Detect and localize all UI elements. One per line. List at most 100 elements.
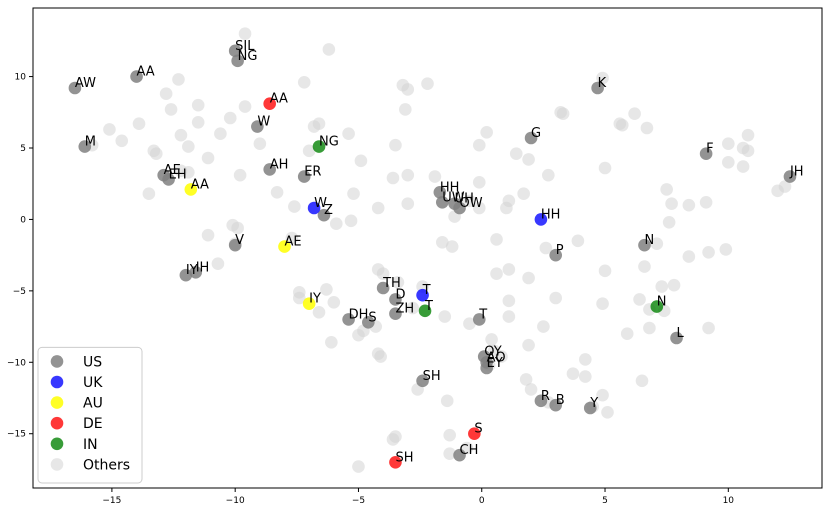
point-label-de-aa: AA [270, 92, 288, 107]
point-others [463, 194, 476, 208]
point-others [736, 160, 750, 173]
point-label-us-dh: DH [349, 307, 369, 322]
x-tick-label: 0 [479, 496, 485, 506]
point-others [722, 137, 735, 151]
legend-marker-others [50, 458, 64, 471]
point-us-uw [435, 195, 449, 209]
point-others [633, 293, 646, 306]
point-label-de-sh: SH [395, 450, 413, 465]
point-others [472, 201, 486, 215]
legend: US UK AU DE IN Others [37, 346, 143, 484]
point-label-us-p: P [556, 243, 564, 258]
point-label-us-jh: JH [789, 165, 804, 180]
point-others [662, 215, 676, 229]
point-us-z [317, 208, 331, 222]
x-axis-ticks: −15 −10 −5 0 5 10 [102, 488, 734, 506]
point-others [596, 71, 609, 85]
point-others [386, 433, 400, 446]
point-others [302, 144, 316, 158]
legend-box [37, 346, 143, 484]
y-axis-ticks: −15 −10 −5 0 5 10 [7, 73, 33, 440]
point-label-de-s: S [474, 422, 482, 437]
point-others [571, 234, 585, 248]
legend-marker-uk [50, 375, 64, 389]
point-us-er [297, 170, 311, 183]
point-others [440, 394, 454, 408]
point-others [615, 118, 629, 132]
legend-label-others: Others [83, 457, 130, 473]
point-others [638, 260, 651, 273]
point-others [741, 144, 755, 158]
point-in-ng [312, 140, 326, 153]
point-label-us-f: F [706, 142, 713, 157]
point-label-us-n: N [644, 233, 654, 248]
point-others [191, 98, 205, 112]
point-us-hh [433, 185, 447, 199]
legend-marker-au [50, 396, 64, 409]
point-others [485, 333, 498, 346]
legend-marker-us [50, 355, 64, 368]
point-us-eh [162, 173, 175, 186]
point-uk-w [307, 201, 321, 215]
y-tick-label: 5 [20, 144, 26, 154]
point-others [399, 103, 412, 116]
point-others [650, 237, 664, 251]
point-others [443, 447, 456, 461]
point-others [741, 128, 755, 142]
point-others [233, 168, 247, 182]
point-others [211, 257, 225, 271]
point-others [522, 271, 535, 285]
point-others [103, 123, 116, 136]
point-others [386, 171, 400, 185]
point-us-iy [179, 268, 193, 282]
point-others [542, 168, 555, 182]
point-others [376, 267, 390, 281]
point-others [371, 201, 385, 215]
point-us-n [638, 238, 651, 252]
legend-label-uk: UK [83, 375, 103, 391]
point-others [238, 100, 252, 113]
point-label-us-l: L [677, 326, 685, 341]
point-others [490, 267, 503, 281]
point-label-us-y: Y [589, 396, 598, 411]
point-others [329, 217, 343, 231]
point-label-us-ae: AE [164, 163, 181, 178]
point-label-us-v: V [235, 233, 244, 248]
point-label-us-w: W [257, 115, 270, 130]
point-us-g [524, 131, 538, 145]
x-tick-label: −5 [352, 496, 365, 506]
point-label-us-r: R [541, 389, 550, 404]
point-others [389, 138, 402, 152]
point-others [435, 235, 449, 249]
point-label-us-b: B [556, 393, 565, 408]
point-others [159, 87, 173, 101]
point-others [655, 280, 669, 293]
point-label-us-t: T [478, 307, 487, 322]
point-others [401, 83, 415, 96]
point-us-y [583, 401, 597, 415]
point-others [601, 405, 614, 419]
y-tick-label: 10 [15, 73, 27, 83]
point-de-s [468, 427, 481, 441]
point-others [643, 321, 656, 335]
point-label-us-k: K [598, 76, 607, 91]
point-others [149, 147, 163, 161]
point-us-s [362, 315, 375, 329]
point-label-us-s: S [368, 310, 376, 325]
point-label-us-uh: UH [455, 192, 474, 207]
point-au-ae [278, 240, 291, 253]
point-others [620, 327, 634, 341]
point-uk-hh [534, 213, 548, 226]
point-label-us-th: TH [382, 276, 401, 291]
point-others [596, 297, 609, 311]
point-us-d [389, 293, 402, 306]
point-us-aa [130, 70, 143, 83]
point-label-us-ey: EY [487, 356, 503, 371]
point-others [320, 283, 333, 296]
point-label-us-ng: NG [238, 49, 258, 64]
point-others [566, 367, 580, 381]
point-us-l [670, 331, 683, 345]
point-label-us-aw: AW [75, 76, 96, 91]
